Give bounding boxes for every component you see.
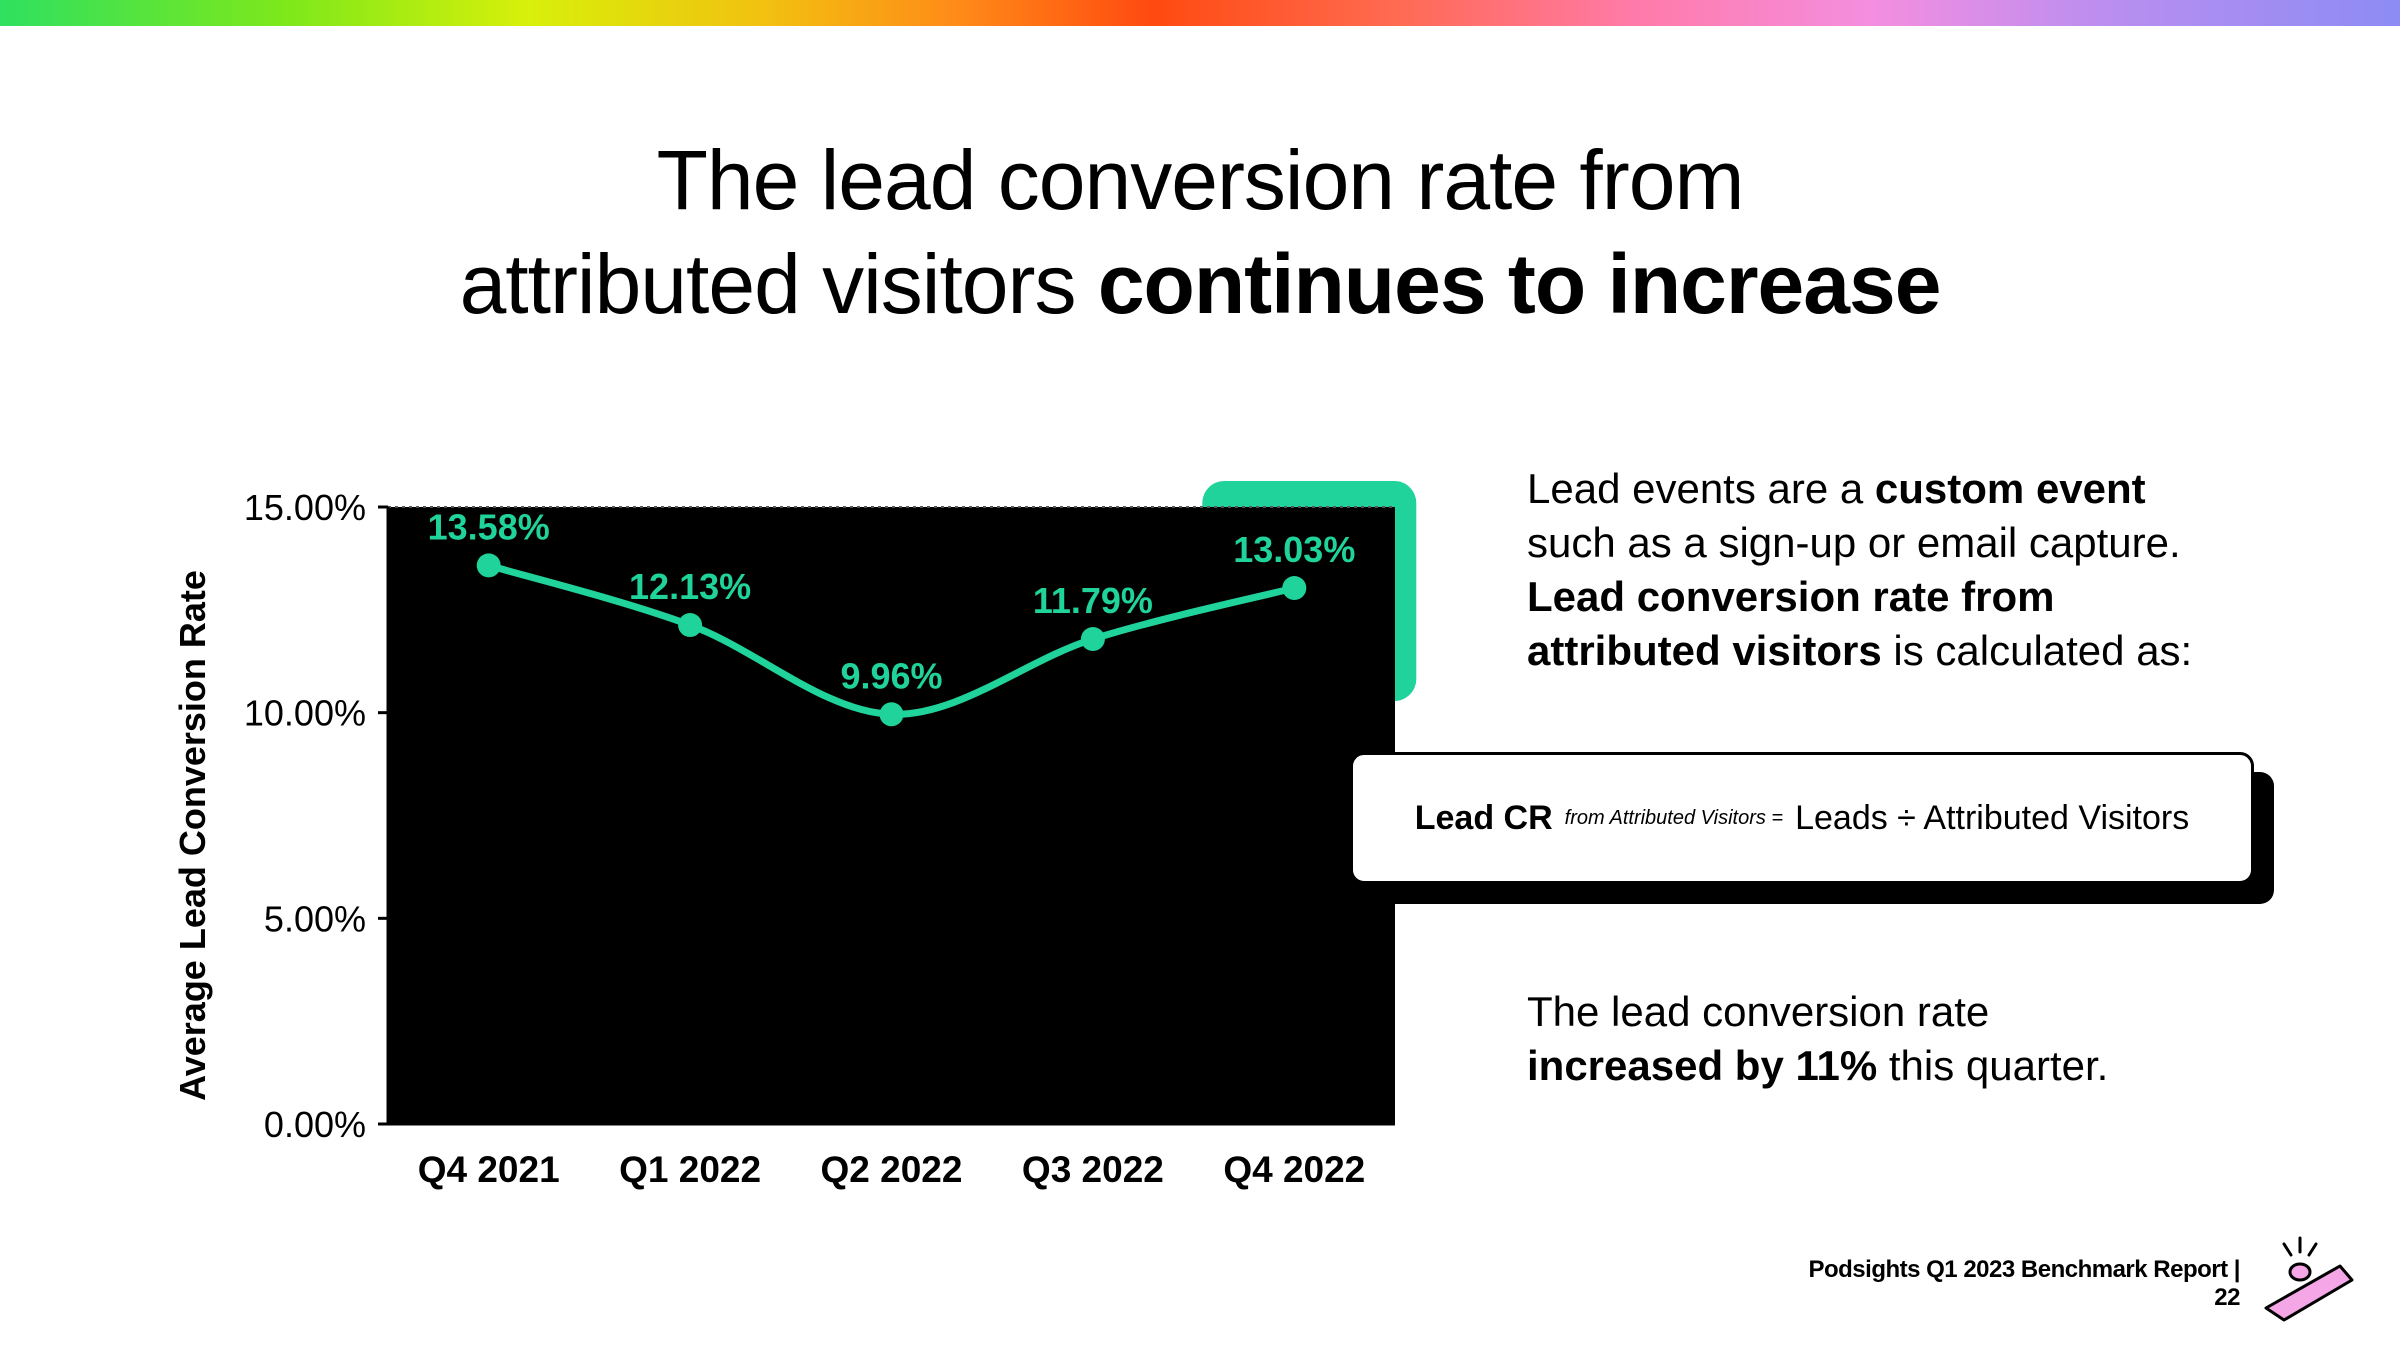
- data-label: 13.03%: [1233, 529, 1355, 570]
- title-line-2-regular: attributed visitors: [459, 237, 1098, 331]
- x-tick-label: Q2 2022: [821, 1149, 963, 1190]
- x-tick-label: Q3 2022: [1022, 1149, 1164, 1190]
- y-tick-label: 0.00%: [264, 1104, 366, 1145]
- description-bold-1: custom event: [1874, 465, 2146, 512]
- y-tick-label: 5.00%: [264, 898, 366, 939]
- x-tick-label: Q4 2021: [418, 1149, 560, 1190]
- party-horn-icon: [2264, 1236, 2354, 1322]
- rainbow-bar: [0, 0, 2400, 26]
- title-line-2: attributed visitors continues to increas…: [0, 232, 2400, 336]
- data-label: 9.96%: [840, 655, 942, 696]
- description-text-1: Lead events are a: [1527, 465, 1875, 512]
- data-point: [879, 702, 904, 727]
- data-label: 12.13%: [629, 566, 751, 607]
- summary-bold: increased by 11%: [1527, 1042, 1878, 1089]
- data-label: 13.58%: [428, 506, 550, 547]
- plot-area: [388, 507, 1395, 1124]
- y-tick-label: 10.00%: [244, 693, 366, 734]
- data-point: [678, 613, 703, 638]
- description-text-2: such as a sign-up or email capture.: [1527, 519, 2181, 566]
- y-axis-title: Average Lead Conversion Rate: [172, 570, 213, 1101]
- chart-axes-group: 0.00% 5.00% 10.00% 15.00% Q4 2021 Q1 2022 Q2 2…: [172, 487, 1395, 1190]
- summary-text-1: The lead conversion rate: [1527, 988, 1990, 1035]
- title-line-2-bold: continues to increase: [1097, 237, 1942, 331]
- title-line-1: The lead conversion rate from: [656, 133, 1745, 227]
- formula-rhs: Leads ÷ Attributed Visitors: [1795, 798, 2190, 837]
- chart-labels-group: 13.58% 12.13% 9.96% 11.79% 13.03%: [428, 506, 1356, 696]
- x-tick-label: Q4 2022: [1223, 1149, 1365, 1190]
- footer-text: Podsights Q1 2023 Benchmark Report | 22: [1808, 1256, 2240, 1311]
- line-chart: 0.00% 5.00% 10.00% 15.00% Q4 2021 Q1 2022 Q2 2…: [172, 481, 1417, 1190]
- description-bold-3: attributed visitors: [1527, 627, 1882, 674]
- data-point: [1080, 627, 1105, 652]
- description-text-3: is calculated as:: [1881, 627, 2193, 674]
- description-bold-2: Lead conversion rate from: [1527, 573, 2055, 620]
- formula-subscript: from Attributed Visitors =: [1564, 806, 1784, 829]
- summary-paragraph: The lead conversion rate increased by 11…: [1527, 985, 2108, 1093]
- chart-series-group: [476, 553, 1307, 727]
- summary-text-2: this quarter.: [1877, 1042, 2109, 1089]
- data-label: 11.79%: [1033, 580, 1153, 621]
- description-paragraph: Lead events are a custom event such as a…: [1527, 462, 2192, 678]
- y-tick-label: 15.00%: [244, 487, 366, 528]
- data-point: [1282, 576, 1307, 601]
- data-point: [476, 553, 501, 578]
- chart-background-group: [388, 481, 1417, 1124]
- formula-card: Lead CR from Attributed Visitors = Leads…: [1350, 752, 2254, 884]
- page-title: The lead conversion rate from attributed…: [0, 128, 2400, 336]
- formula-label: Lead CR: [1414, 798, 1553, 837]
- x-tick-label: Q1 2022: [619, 1149, 761, 1190]
